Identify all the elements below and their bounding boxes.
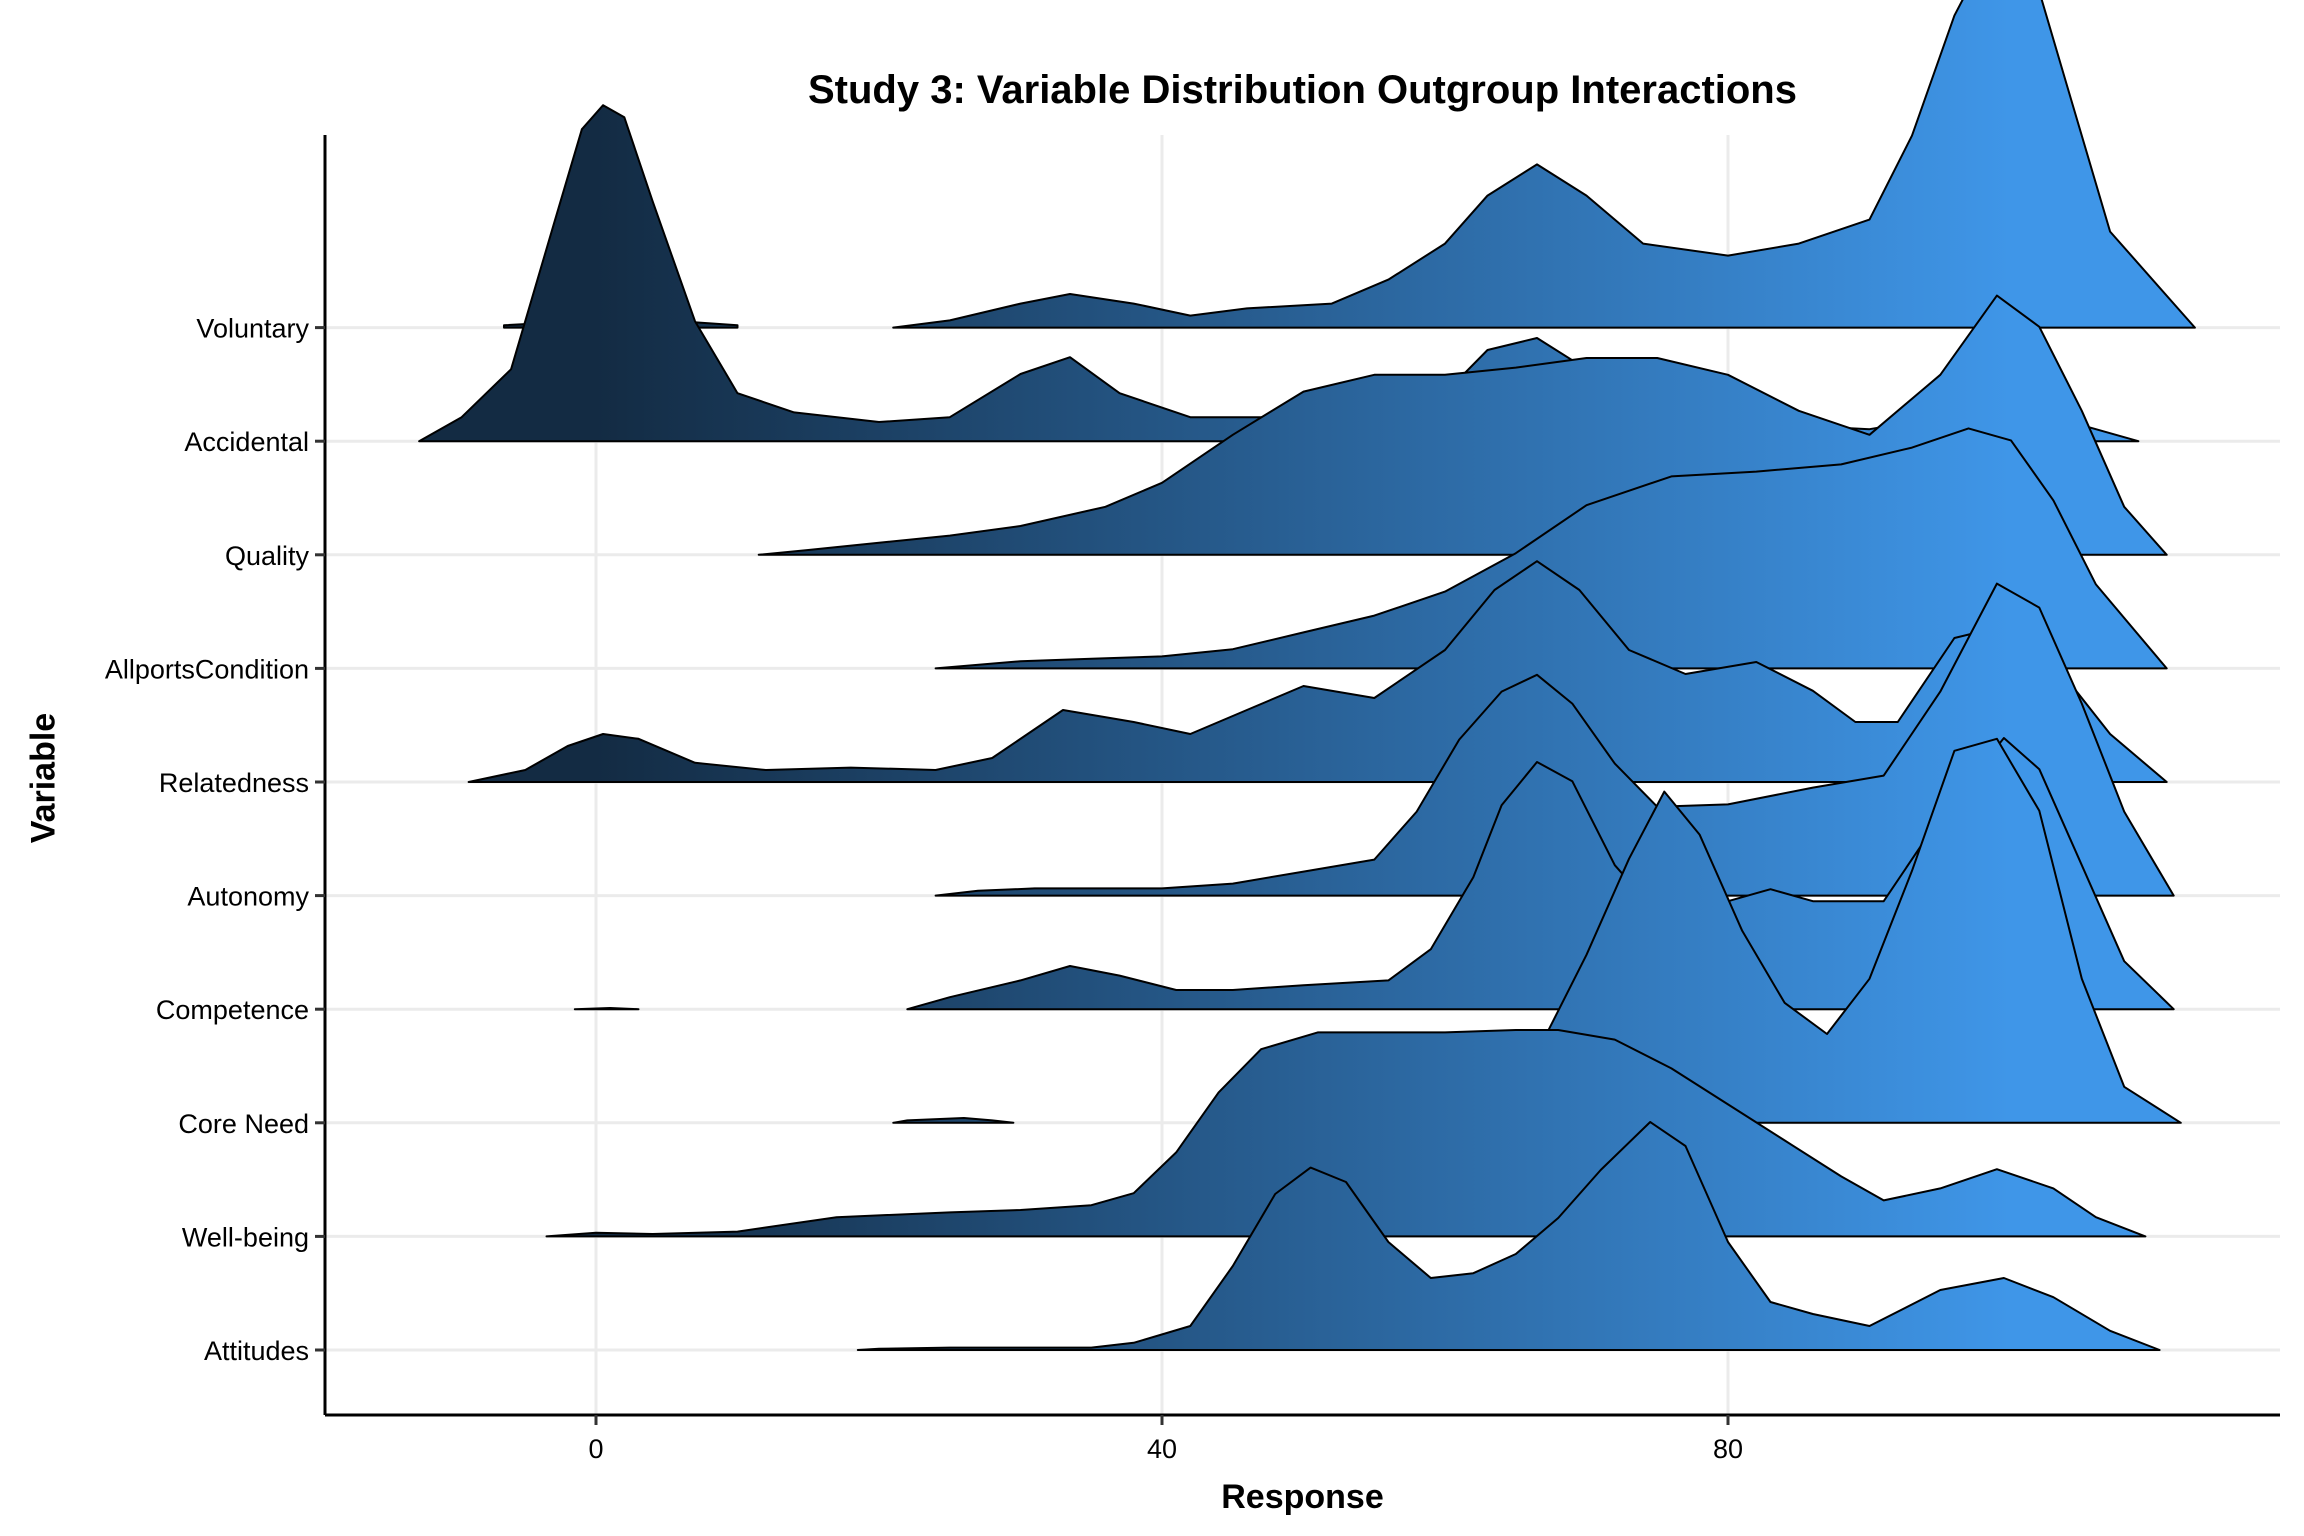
ridge-voluntary bbox=[892, 0, 2196, 329]
y-tick-label: Well-being bbox=[182, 1222, 309, 1252]
x-axis-label: Response bbox=[1221, 1478, 1384, 1516]
axes: Attitudes Well-being Core Need Competence Au… bbox=[105, 135, 2280, 1464]
x-tick-label: 40 bbox=[1147, 1434, 1177, 1464]
y-tick-label: AllportsCondition bbox=[105, 654, 309, 684]
y-tick-label: Accidental bbox=[184, 427, 309, 457]
ridge-attitudes bbox=[856, 1121, 2161, 1351]
y-tick-label: Attitudes bbox=[204, 1336, 309, 1366]
ridge-well-being bbox=[545, 1029, 2147, 1238]
chart-title: Study 3: Variable Distribution Outgroup … bbox=[808, 68, 1797, 112]
ridge-relatedness bbox=[467, 560, 2168, 783]
ridge-accidental bbox=[418, 104, 2140, 443]
x-tick-label: 80 bbox=[1713, 1434, 1743, 1464]
ridge-allportscondition bbox=[934, 427, 2168, 670]
ridge-autonomy bbox=[934, 582, 2175, 897]
ridge-competence bbox=[573, 1007, 640, 1011]
y-tick-label: Core Need bbox=[178, 1109, 309, 1139]
ridge-core-need bbox=[892, 1117, 1015, 1124]
x-tick-label: 0 bbox=[588, 1434, 603, 1464]
y-tick-label: Relatedness bbox=[159, 768, 309, 798]
y-tick-label: Autonomy bbox=[187, 882, 309, 912]
ridges bbox=[418, 0, 2196, 1351]
ridge-competence bbox=[906, 737, 2175, 1011]
y-tick-label: Voluntary bbox=[196, 314, 309, 344]
y-tick-label: Competence bbox=[156, 995, 309, 1025]
y-tick-label: Quality bbox=[225, 541, 310, 571]
